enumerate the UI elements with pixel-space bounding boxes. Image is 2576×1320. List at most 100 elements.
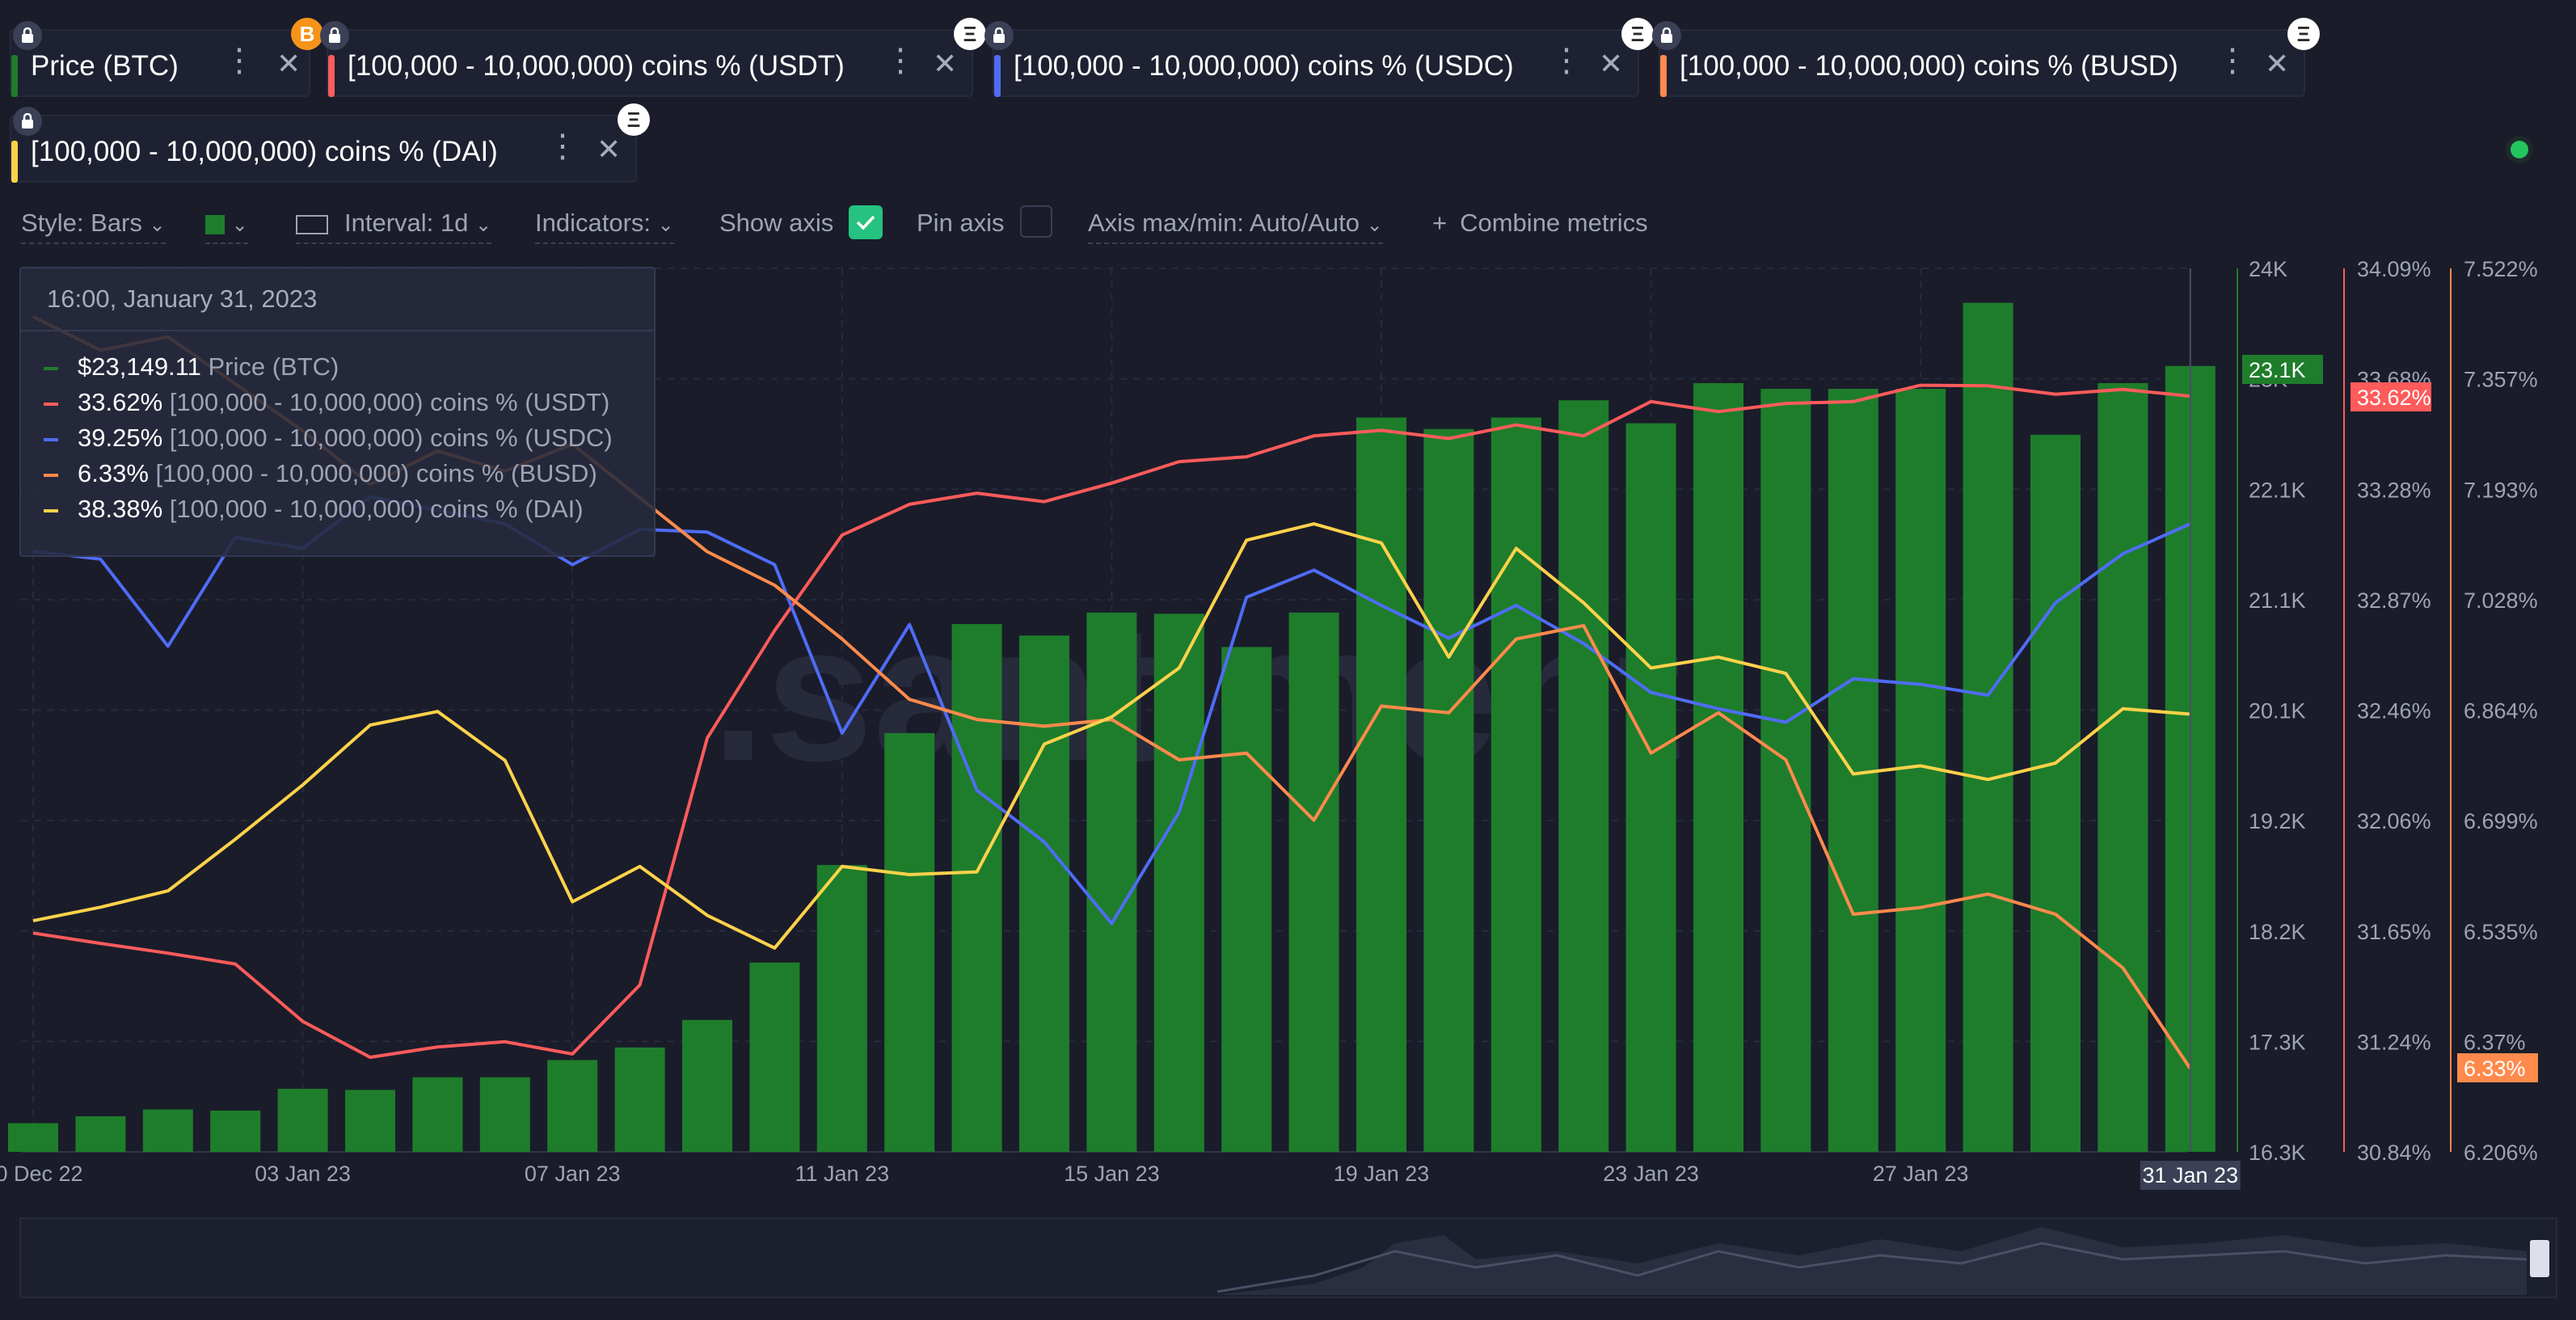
axis-maxmin-label: Axis max/min: Auto/Auto <box>1088 209 1360 237</box>
close-icon[interactable]: ✕ <box>597 133 622 166</box>
metric-chip-btc[interactable]: Price (BTC) ⋮ ✕ <box>10 29 310 97</box>
y-tick-label: 32.87% <box>2357 588 2431 613</box>
more-options-icon[interactable]: ⋮ <box>223 43 255 78</box>
btc-price-bars <box>8 302 2216 1153</box>
btc-price-bar <box>1625 423 1676 1152</box>
btc-price-bar <box>1153 614 1204 1152</box>
x-tick-label: 03 Jan 23 <box>255 1162 351 1186</box>
btc-price-bar <box>614 1047 665 1152</box>
close-icon[interactable]: ✕ <box>2265 47 2290 80</box>
ruler-icon <box>296 214 328 234</box>
btc-price-bar <box>277 1088 328 1152</box>
live-status-dot <box>2511 141 2528 158</box>
btc-price-bar <box>1288 612 1339 1152</box>
chevron-down-icon: ⌄ <box>657 214 674 236</box>
btc-price-bar <box>1086 612 1137 1152</box>
btc-price-bar <box>1963 302 2013 1152</box>
x-tick-label: 30 Dec 22 <box>0 1162 83 1186</box>
metric-chip-dai[interactable]: [100,000 - 10,000,000) coins % (DAI) ⋮ ✕ <box>10 115 637 183</box>
btc-price-bar <box>1356 417 1406 1152</box>
y-tick-label: 30.84% <box>2357 1141 2431 1165</box>
chevron-down-icon: ⌄ <box>1366 214 1383 236</box>
plus-icon: + <box>1432 209 1448 237</box>
close-icon[interactable]: ✕ <box>1599 47 1624 80</box>
x-tick-label: 27 Jan 23 <box>1873 1162 1969 1186</box>
metric-chip-usdt[interactable]: [100,000 - 10,000,000) coins % (USDT) ⋮ … <box>327 29 973 97</box>
metric-chip-busd[interactable]: [100,000 - 10,000,000) coins % (BUSD) ⋮ … <box>1659 29 2305 97</box>
y-tick-label: 18.2K <box>2249 920 2306 944</box>
y-tick-label: 6.37% <box>2464 1030 2526 1054</box>
series-line <box>32 522 2190 950</box>
btc-price-bar <box>1423 428 1474 1152</box>
current-value-tag <box>2350 382 2431 411</box>
indicators-dropdown[interactable]: Indicators: ⌄ <box>535 209 674 244</box>
btc-price-bar <box>2097 382 2148 1152</box>
btc-price-bar <box>210 1110 261 1152</box>
chart-tooltip: 16:00, January 31, 2023 $23,149.11 Price… <box>19 267 656 557</box>
check-icon <box>856 215 875 230</box>
btc-price-bar <box>547 1060 598 1152</box>
range-navigator[interactable] <box>19 1217 2557 1298</box>
y-tick-label: 7.522% <box>2464 257 2538 281</box>
show-axis-checkbox[interactable] <box>849 205 883 239</box>
y-tick-label: 22.1K <box>2249 478 2306 502</box>
more-options-icon[interactable]: ⋮ <box>546 129 579 164</box>
more-options-icon[interactable]: ⋮ <box>1550 43 1583 78</box>
combine-metrics-button[interactable]: + Combine metrics <box>1432 209 1648 238</box>
indicators-label: Indicators: <box>535 209 651 237</box>
btc-price-bar <box>1019 635 1069 1152</box>
chevron-down-icon: ⌄ <box>231 214 248 236</box>
metric-color-stripe <box>994 55 1001 97</box>
close-icon[interactable]: ✕ <box>276 47 301 80</box>
axis-maxmin-dropdown[interactable]: Axis max/min: Auto/Auto ⌄ <box>1088 209 1383 244</box>
close-icon[interactable]: ✕ <box>933 47 958 80</box>
y-tick-label: 19.2K <box>2249 809 2306 833</box>
navigator-handle[interactable] <box>2530 1240 2549 1277</box>
y-tick-label: 17.3K <box>2249 1030 2306 1054</box>
y-tick-label: 32.46% <box>2357 699 2431 723</box>
metric-label: [100,000 - 10,000,000) coins % (DAI) <box>31 136 498 167</box>
tooltip-value: 33.62% <box>78 388 163 416</box>
ethereum-icon: Ξ <box>954 18 986 50</box>
btc-price-bar <box>1760 389 1811 1153</box>
x-current-label: 31 Jan 23 <box>2142 1163 2238 1187</box>
btc-price-bar <box>816 865 867 1152</box>
btc-price-bar <box>8 1123 58 1152</box>
style-dropdown[interactable]: Style: Bars ⌄ <box>21 209 166 244</box>
pin-axis-checkbox[interactable] <box>1020 205 1052 238</box>
pin-axis-label: Pin axis <box>917 209 1005 237</box>
tooltip-metric-name: [100,000 - 10,000,000) coins % (DAI) <box>169 495 584 523</box>
metric-color-stripe <box>1660 55 1667 97</box>
color-picker[interactable]: ⌄ <box>205 209 248 244</box>
interval-dropdown[interactable]: Interval: 1d ⌄ <box>296 209 492 244</box>
show-axis-label: Show axis <box>719 209 834 237</box>
metric-label: Price (BTC) <box>31 50 179 82</box>
y-tick-label: 7.193% <box>2464 478 2538 502</box>
more-options-icon[interactable]: ⋮ <box>2216 43 2249 78</box>
bitcoin-icon: B <box>291 18 323 50</box>
y-tick-label: 34.09% <box>2357 257 2431 281</box>
tooltip-metric-name: Price (BTC) <box>208 352 339 381</box>
ethereum-icon: Ξ <box>618 103 650 136</box>
tooltip-swatch <box>44 402 58 406</box>
current-value-label: 6.33% <box>2464 1056 2526 1081</box>
metric-chip-usdc[interactable]: [100,000 - 10,000,000) coins % (USDC) ⋮ … <box>993 29 1639 97</box>
current-value-label: 23.1K <box>2249 358 2306 382</box>
more-options-icon[interactable]: ⋮ <box>884 43 917 78</box>
style-label: Style: Bars <box>21 209 142 237</box>
series-line <box>32 383 2191 1059</box>
btc-price-bar <box>345 1090 395 1152</box>
tooltip-swatch <box>44 473 58 477</box>
tooltip-metric-name: [100,000 - 10,000,000) coins % (BUSD) <box>155 459 597 487</box>
lock-icon <box>13 107 42 136</box>
tooltip-metric-name: [100,000 - 10,000,000) coins % (USDC) <box>169 424 613 452</box>
btc-price-bar <box>75 1115 126 1152</box>
lock-icon <box>984 21 1014 50</box>
y-tick-label: 7.028% <box>2464 588 2538 613</box>
x-tick-label: 11 Jan 23 <box>795 1162 889 1186</box>
metric-color-stripe <box>11 141 18 183</box>
y-tick-label: 6.864% <box>2464 699 2538 723</box>
btc-price-bar <box>682 1019 732 1152</box>
metric-label: [100,000 - 10,000,000) coins % (BUSD) <box>1680 50 2178 82</box>
